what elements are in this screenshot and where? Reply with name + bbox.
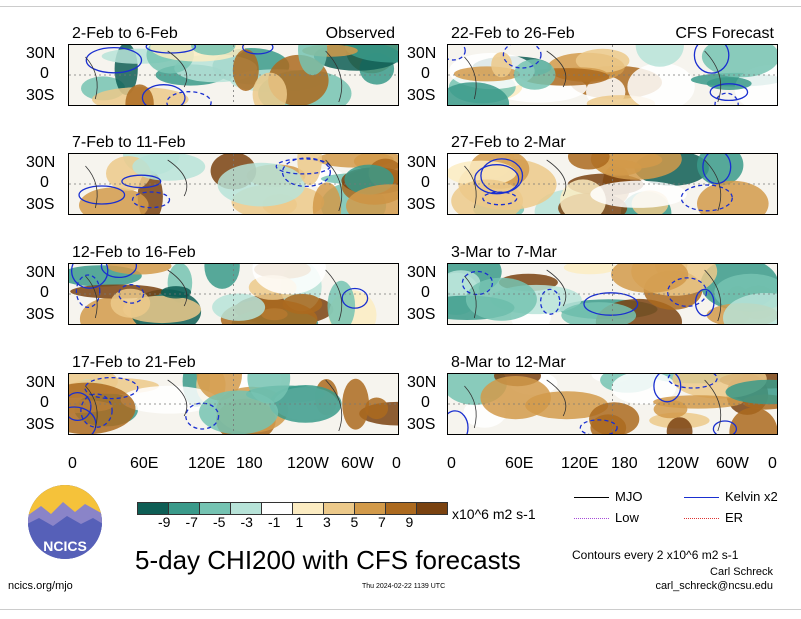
colorbar-tick: -7 <box>185 514 198 530</box>
colorbar-swatch <box>386 502 417 515</box>
colorbar-swatch <box>417 502 448 515</box>
lat-label: 30S <box>26 196 55 213</box>
bottom-divider <box>0 609 801 610</box>
observed-panel-4 <box>68 373 399 435</box>
legend-kelvin: Kelvin x2 <box>725 489 778 504</box>
observed-panel-2 <box>68 153 399 215</box>
colorbar-swatch <box>200 502 231 515</box>
lon-label: 0 <box>447 455 456 472</box>
legend-mjo-line <box>574 497 609 498</box>
lat-label: 30S <box>26 306 55 323</box>
lat-label: 30N <box>26 45 56 62</box>
lat-label: 0 <box>40 174 49 191</box>
colorbar-tick: 7 <box>378 514 386 530</box>
colorbar-tick: 3 <box>323 514 331 530</box>
lat-label: 0 <box>421 394 430 411</box>
email[interactable]: carl_schreck@ncsu.edu <box>655 580 773 592</box>
panel-title: 27-Feb to 2-Mar <box>451 134 566 151</box>
panel-title: 17-Feb to 21-Feb <box>72 354 196 371</box>
lat-label: 30N <box>26 264 56 281</box>
lat-label: 30N <box>407 374 437 391</box>
ncics-logo: NCICS <box>27 484 103 560</box>
panel-title: 22-Feb to 26-Feb <box>451 25 575 42</box>
forecast-panel-1 <box>447 44 778 106</box>
lon-label: 120W <box>287 455 329 472</box>
panel-title: 8-Mar to 12-Mar <box>451 354 566 371</box>
top-divider <box>0 6 801 7</box>
lon-label: 120E <box>188 455 226 472</box>
colorbar-tick: -9 <box>158 514 171 530</box>
lat-label: 30N <box>407 45 437 62</box>
lat-label: 30S <box>407 306 436 323</box>
lat-label: 30S <box>407 416 436 433</box>
lat-label: 30N <box>26 154 56 171</box>
chart-title: 5-day CHI200 with CFS forecasts <box>135 545 521 575</box>
colorbar-swatch <box>169 502 200 515</box>
panel-tag: Observed <box>325 25 395 42</box>
legend-kelvin-line <box>684 497 719 498</box>
contours-note: Contours every 2 x10^6 m2 s-1 <box>572 548 739 562</box>
lon-label: 180 <box>236 455 263 472</box>
timestamp: Thu 2024-02-22 1139 UTC <box>362 583 446 590</box>
lon-label: 120W <box>657 455 699 472</box>
colorbar-swatch <box>324 502 355 515</box>
lon-label: 0 <box>768 455 777 472</box>
lat-label: 0 <box>421 174 430 191</box>
panel-title: 3-Mar to 7-Mar <box>451 244 557 261</box>
colorbar-tick: -3 <box>240 514 253 530</box>
legend-er-line <box>684 518 719 519</box>
lat-label: 30S <box>26 87 55 104</box>
colorbar-swatch <box>293 502 324 515</box>
forecast-panel-2 <box>447 153 778 215</box>
colorbar-swatch <box>231 502 262 515</box>
colorbar <box>137 502 448 515</box>
lat-label: 30S <box>407 87 436 104</box>
colorbar-swatch <box>137 502 169 515</box>
colorbar-tick: 9 <box>405 514 414 530</box>
site-url[interactable]: ncics.org/mjo <box>8 580 73 592</box>
lat-label: 0 <box>40 394 49 411</box>
colorbar-tick: -1 <box>268 514 281 530</box>
forecast-panel-4 <box>447 373 778 435</box>
lon-label: 60W <box>341 455 374 472</box>
logo-text: NCICS <box>43 538 87 554</box>
observed-panel-1 <box>68 44 399 106</box>
lon-label: 0 <box>392 455 401 472</box>
forecast-panel-3 <box>447 263 778 325</box>
colorbar-swatch <box>355 502 386 515</box>
author: Carl Schreck <box>710 566 773 578</box>
colorbar-tick: -5 <box>213 514 226 530</box>
lat-label: 30N <box>407 154 437 171</box>
lon-label: 180 <box>611 455 638 472</box>
lon-label: 60E <box>130 455 159 472</box>
lat-label: 0 <box>40 284 49 301</box>
colorbar-tick: 1 <box>295 514 304 530</box>
observed-panel-3 <box>68 263 399 325</box>
lat-label: 0 <box>421 284 430 301</box>
lat-label: 0 <box>421 65 430 82</box>
panel-title: 12-Feb to 16-Feb <box>72 244 196 261</box>
legend-mjo: MJO <box>615 489 643 504</box>
colorbar-units: x10^6 m2 s-1 <box>452 506 536 522</box>
lat-label: 30S <box>407 196 436 213</box>
legend-low: Low <box>615 510 639 525</box>
lon-label: 0 <box>68 455 77 472</box>
panel-tag: CFS Forecast <box>675 25 774 42</box>
lon-label: 60W <box>716 455 749 472</box>
panel-title: 7-Feb to 11-Feb <box>72 134 186 151</box>
legend-low-line <box>574 518 609 519</box>
lon-label: 120E <box>561 455 599 472</box>
colorbar-tick: 5 <box>350 514 359 530</box>
lat-label: 30N <box>26 374 56 391</box>
lat-label: 0 <box>40 65 49 82</box>
lat-label: 30N <box>407 264 437 281</box>
legend-er: ER <box>725 510 744 525</box>
lon-label: 60E <box>505 455 534 472</box>
lat-label: 30S <box>26 416 55 433</box>
panel-title: 2-Feb to 6-Feb <box>72 25 178 42</box>
colorbar-swatch <box>262 502 293 515</box>
